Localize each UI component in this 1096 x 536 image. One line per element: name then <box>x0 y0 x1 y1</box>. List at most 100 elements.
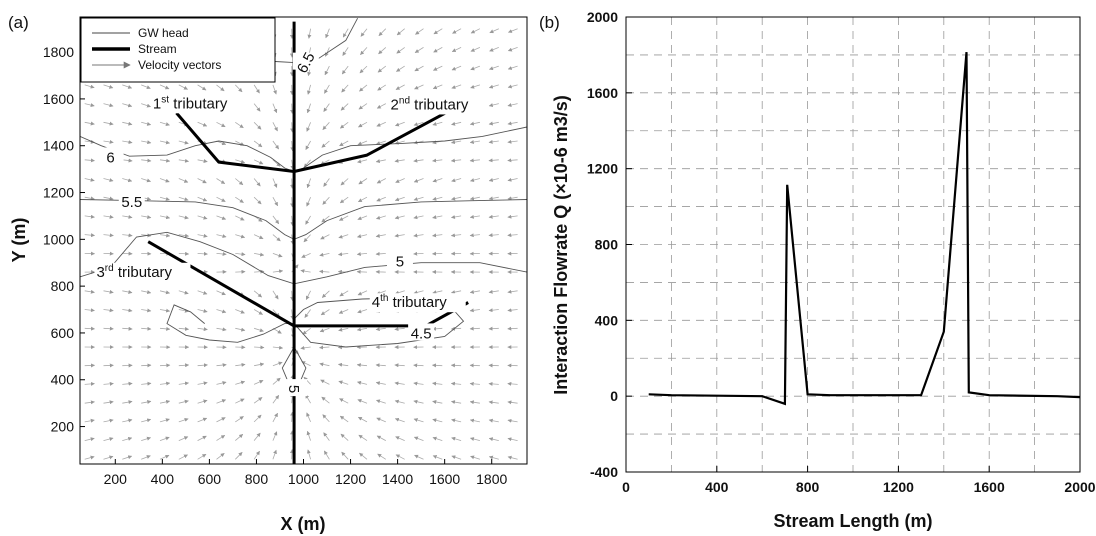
velocity-vector <box>122 308 133 313</box>
velocity-vector <box>159 233 171 238</box>
velocity-vector <box>197 290 208 295</box>
velocity-vector <box>469 308 480 313</box>
velocity-vector <box>122 233 133 238</box>
velocity-vector <box>394 158 405 163</box>
velocity-vector <box>272 159 281 167</box>
velocity-vector <box>341 65 349 75</box>
velocity-vector <box>488 326 499 331</box>
velocity-vector <box>84 308 95 313</box>
velocity-vector <box>432 215 443 220</box>
velocity-vector <box>216 309 227 314</box>
velocity-vector <box>507 418 518 423</box>
velocity-vector <box>272 361 283 367</box>
stream-network <box>147 21 469 464</box>
velocity-vector <box>197 121 208 127</box>
velocity-vector <box>216 84 225 92</box>
velocity-vector <box>413 196 424 201</box>
velocity-vector <box>290 430 295 441</box>
y-tick-label: 1800 <box>43 44 74 60</box>
velocity-vector <box>141 158 152 163</box>
y-tick-label: 400 <box>595 312 619 328</box>
velocity-vector <box>339 415 349 423</box>
velocity-vector <box>469 214 480 219</box>
velocity-vector <box>507 139 518 144</box>
velocity-vector <box>159 399 171 404</box>
velocity-vector <box>178 326 189 331</box>
velocity-vector <box>84 177 95 182</box>
velocity-vector <box>253 450 260 460</box>
velocity-vector <box>321 140 330 148</box>
velocity-vector <box>375 233 386 238</box>
velocity-vector <box>103 121 114 126</box>
velocity-vector <box>432 233 443 238</box>
velocity-vector <box>84 400 95 405</box>
velocity-vector <box>178 381 189 386</box>
velocity-vector <box>488 139 499 144</box>
velocity-vector <box>178 363 190 368</box>
contour-label-bg <box>386 251 413 269</box>
velocity-vector <box>319 327 330 333</box>
velocity-vector <box>396 65 405 72</box>
velocity-vector <box>394 327 405 331</box>
velocity-vector <box>216 290 226 296</box>
x-tick-label: 400 <box>705 479 729 495</box>
velocity-vector <box>360 28 368 37</box>
velocity-vector <box>413 215 424 220</box>
velocity-vector <box>290 103 295 114</box>
velocity-vector <box>178 399 189 404</box>
velocity-vector <box>359 84 368 92</box>
velocity-vector <box>306 122 311 132</box>
velocity-vector <box>470 28 481 34</box>
velocity-vector <box>141 436 151 441</box>
velocity-vector <box>469 400 480 405</box>
velocity-vector <box>488 84 499 89</box>
velocity-vector <box>235 362 246 367</box>
velocity-vector <box>141 363 152 368</box>
velocity-vector <box>235 433 244 441</box>
velocity-vector <box>103 437 114 441</box>
x-tick-label: 1800 <box>476 471 507 487</box>
velocity-vector <box>103 289 114 294</box>
tributary-labels: 1st tributary 2nd tributary 3rd tributary 4… <box>94 94 485 313</box>
velocity-vector <box>197 453 207 460</box>
velocity-vector <box>235 252 246 257</box>
velocity-vector <box>159 436 170 441</box>
velocity-vector <box>300 269 311 274</box>
velocity-vector <box>469 158 480 163</box>
tributary-label-bg <box>388 95 485 115</box>
x-tick-label: 2000 <box>1064 479 1095 495</box>
velocity-vector <box>377 84 387 91</box>
velocity-vector <box>84 158 95 163</box>
velocity-vector <box>507 196 518 201</box>
velocity-vector <box>235 121 244 129</box>
velocity-vector <box>322 414 330 423</box>
velocity-vector <box>507 158 518 163</box>
velocity-vector <box>178 417 189 423</box>
velocity-vector <box>122 121 133 126</box>
velocity-vector <box>253 327 264 333</box>
velocity-vector <box>141 308 152 313</box>
velocity-vector <box>414 84 424 90</box>
velocity-vector <box>394 196 405 202</box>
velocity-vector <box>357 140 368 146</box>
velocity-vector <box>235 196 244 203</box>
velocity-vector <box>254 362 265 367</box>
velocity-vector <box>375 159 386 164</box>
velocity-vector <box>235 380 246 385</box>
velocity-vector <box>306 430 311 441</box>
velocity-vector <box>413 233 424 238</box>
velocity-vector <box>395 121 405 127</box>
velocity-vector <box>253 290 263 298</box>
velocity-vector <box>450 381 462 386</box>
velocity-vector <box>159 418 170 423</box>
velocity-vector <box>469 381 480 386</box>
x-tick-label: 400 <box>151 471 175 487</box>
velocity-vector <box>450 363 462 368</box>
velocity-vector <box>488 196 499 201</box>
velocity-vector <box>320 379 330 385</box>
velocity-vector <box>357 215 368 221</box>
velocity-vector <box>197 178 207 184</box>
tributary-label-bg <box>369 293 466 313</box>
velocity-vector <box>216 381 227 385</box>
velocity-vector <box>216 434 226 441</box>
